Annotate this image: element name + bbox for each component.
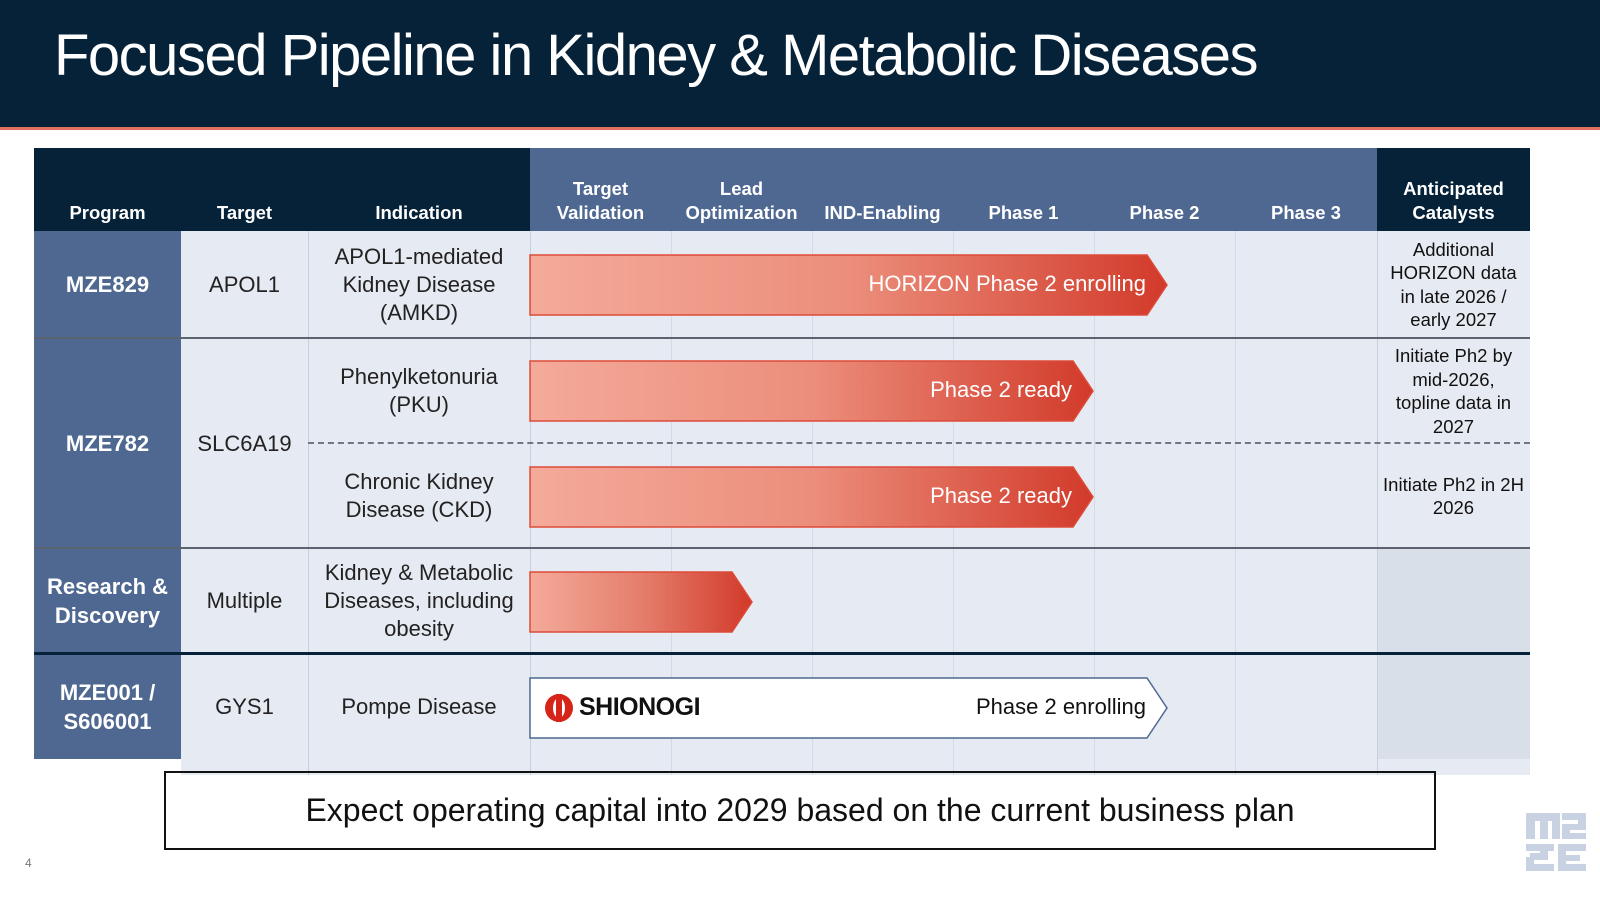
column-header-phase-2: Phase 2 [1094, 148, 1235, 231]
column-divider [1094, 231, 1095, 775]
column-header-program: Program [34, 148, 181, 231]
table-row-catalyst: Initiate Ph2 in 2H 2026 [1383, 473, 1524, 519]
table-row-program: MZE001 / S606001 [34, 655, 181, 759]
column-header-phase-3: Phase 3 [1235, 148, 1377, 231]
progress-arrow-research [529, 571, 753, 633]
column-header-lead-optimization: Lead Optimization [671, 148, 812, 231]
table-row-indication: Pompe Disease [341, 694, 497, 719]
table-row-catalyst: Additional HORIZON data in late 2026 / e… [1390, 238, 1517, 331]
title-banner: Focused Pipeline in Kidney & Metabolic D… [0, 0, 1600, 130]
table-row-target: APOL1 [209, 271, 280, 297]
dashed-divider [308, 442, 1530, 444]
progress-arrow-label: Phase 2 enrolling [975, 694, 1146, 719]
partner-name: SHIONOGI [579, 693, 701, 721]
shionogi-logo [545, 694, 573, 722]
column-divider [1235, 231, 1236, 775]
progress-arrow-pku: Phase 2 ready [529, 360, 1094, 422]
column-header-target: Target [181, 148, 308, 231]
table-row-catalyst: Initiate Ph2 by mid-2026, topline data i… [1394, 345, 1513, 437]
page-title: Focused Pipeline in Kidney & Metabolic D… [54, 23, 1258, 88]
footer-callout: Expect operating capital into 2029 based… [164, 771, 1436, 850]
table-row-indication: APOL1-mediated Kidney Disease (AMKD) [334, 243, 504, 325]
table-row-catalyst [1378, 549, 1530, 652]
table-row-catalyst [1378, 655, 1530, 759]
table-row-indication: Phenylketonuria (PKU) [340, 364, 498, 417]
column-header-ind-enabling: IND-Enabling [812, 148, 953, 231]
column-header-target-validation: Target Validation [530, 148, 671, 231]
column-header-catalysts: Anticipated Catalysts [1377, 148, 1530, 231]
table-row-program: Research & Discovery [34, 549, 181, 652]
table-row-indication: Kidney & Metabolic Diseases, including o… [324, 559, 514, 641]
row-separator [34, 652, 1530, 655]
maze-logo [1526, 813, 1586, 871]
column-divider [1377, 231, 1378, 775]
progress-arrow-mze001: SHIONOGI Phase 2 enrolling [529, 677, 1168, 739]
progress-arrow-ckd: Phase 2 ready [529, 466, 1094, 528]
progress-arrow-label: Phase 2 ready [930, 483, 1072, 508]
table-row-target: SLC6A19 [197, 430, 292, 456]
column-header-phase-1: Phase 1 [953, 148, 1094, 231]
column-header-indication: Indication [308, 148, 530, 231]
row-separator [34, 547, 1530, 549]
row-separator [34, 337, 1530, 339]
table-row-indication: Chronic Kidney Disease (CKD) [344, 469, 494, 522]
table-row-target: Multiple [206, 587, 283, 613]
pipeline-table: Program Target Indication Target Validat… [34, 148, 1561, 775]
progress-arrow-mze829: HORIZON Phase 2 enrolling [529, 254, 1168, 316]
table-row-target: GYS1 [215, 694, 274, 719]
progress-arrow-label: HORIZON Phase 2 enrolling [868, 271, 1146, 296]
page-number: 4 [25, 856, 32, 870]
table-row-program: MZE782 [34, 339, 181, 548]
column-divider [308, 231, 309, 775]
progress-arrow-label: Phase 2 ready [930, 377, 1072, 402]
table-row-program: MZE829 [34, 231, 181, 338]
